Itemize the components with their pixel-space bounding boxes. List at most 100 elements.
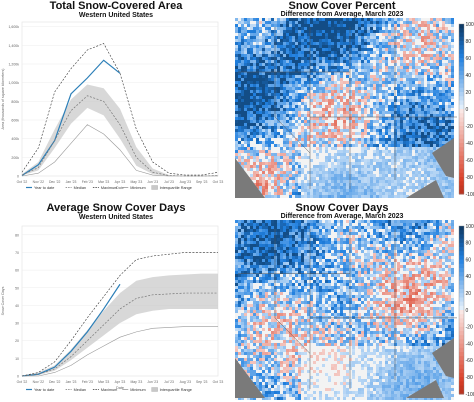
- map-cell: [367, 174, 370, 177]
- map-cell: [298, 150, 301, 153]
- map-cell: [265, 229, 268, 232]
- map-cell: [292, 42, 295, 45]
- map-cell: [241, 159, 244, 162]
- map-cell: [262, 223, 265, 226]
- map-cell: [343, 144, 346, 147]
- map-cell: [298, 36, 301, 39]
- map-cell: [376, 126, 379, 129]
- map-cell: [436, 39, 439, 42]
- map-cell: [289, 120, 292, 123]
- map-cell: [370, 129, 373, 132]
- map-cell: [295, 87, 298, 90]
- map-cell: [376, 21, 379, 24]
- map-cell: [289, 96, 292, 99]
- map-cell: [442, 186, 445, 189]
- map-cell: [262, 33, 265, 36]
- map-cell: [349, 226, 352, 229]
- map-cell: [448, 111, 451, 114]
- map-cell: [286, 229, 289, 232]
- map-cell: [367, 84, 370, 87]
- map-cell: [361, 223, 364, 226]
- map-cell: [325, 30, 328, 33]
- map-cell: [256, 123, 259, 126]
- map-cell: [277, 126, 280, 129]
- map-cell: [388, 21, 391, 24]
- map-cell: [361, 232, 364, 235]
- y-tick-label: 1,000k: [8, 81, 19, 85]
- map-cell: [424, 24, 427, 27]
- map-cell: [337, 96, 340, 99]
- map-cell: [259, 174, 262, 177]
- map-cell: [412, 223, 415, 226]
- map-cell: [253, 87, 256, 90]
- map-cell: [370, 36, 373, 39]
- map-cell: [307, 96, 310, 99]
- map-cell: [439, 129, 442, 132]
- map-cell: [364, 48, 367, 51]
- map-cell: [367, 186, 370, 189]
- map-cell: [286, 42, 289, 45]
- map-cell: [385, 69, 388, 72]
- map-cell: [334, 96, 337, 99]
- map-cell: [346, 159, 349, 162]
- map-cell: [301, 81, 304, 84]
- map-cell: [235, 54, 238, 57]
- map-cell: [250, 114, 253, 117]
- map-cell: [433, 99, 436, 102]
- map-cell: [409, 129, 412, 132]
- map-cell: [259, 144, 262, 147]
- map-cell: [283, 156, 286, 159]
- map-cell: [301, 123, 304, 126]
- map-cell: [358, 192, 361, 195]
- map-cell: [244, 159, 247, 162]
- map-cell: [358, 24, 361, 27]
- map-cell: [346, 135, 349, 138]
- map-cell: [406, 84, 409, 87]
- map-cell: [307, 66, 310, 69]
- map-cell: [298, 126, 301, 129]
- map-cell: [337, 186, 340, 189]
- map-cell: [337, 39, 340, 42]
- colorbar-step: [459, 134, 464, 140]
- map-cell: [304, 81, 307, 84]
- map-cell: [379, 39, 382, 42]
- map-cell: [322, 141, 325, 144]
- map-cell: [241, 162, 244, 165]
- map-cell: [286, 24, 289, 27]
- map-cell: [427, 226, 430, 229]
- map-cell: [358, 108, 361, 111]
- map-cell: [262, 141, 265, 144]
- map-cell: [349, 186, 352, 189]
- map-cell: [271, 69, 274, 72]
- colorbar-step: [459, 62, 464, 67]
- map-cell: [382, 36, 385, 39]
- map-cell: [295, 171, 298, 174]
- map-cell: [307, 235, 310, 238]
- map-cell: [247, 75, 250, 78]
- map-cell: [349, 36, 352, 39]
- map-cell: [364, 24, 367, 27]
- map-cell: [340, 232, 343, 235]
- map-cell: [361, 90, 364, 93]
- map-cell: [301, 150, 304, 153]
- map-cell: [283, 220, 286, 223]
- map-cell: [397, 123, 400, 126]
- map-cell: [409, 168, 412, 171]
- map-cell: [334, 144, 337, 147]
- map-cell: [430, 162, 433, 165]
- map-cell: [397, 223, 400, 226]
- map-cell: [382, 220, 385, 223]
- map-cell: [271, 168, 274, 171]
- map-cell: [235, 238, 238, 241]
- map-cell: [448, 102, 451, 105]
- map-cell: [319, 87, 322, 90]
- map-cell: [445, 129, 448, 132]
- map-cell: [364, 135, 367, 138]
- map-cell: [415, 72, 418, 75]
- map-cell: [409, 189, 412, 192]
- map-cell: [388, 75, 391, 78]
- map-cell: [364, 27, 367, 30]
- map-cell: [337, 105, 340, 108]
- map-cell: [283, 235, 286, 238]
- map-cell: [388, 229, 391, 232]
